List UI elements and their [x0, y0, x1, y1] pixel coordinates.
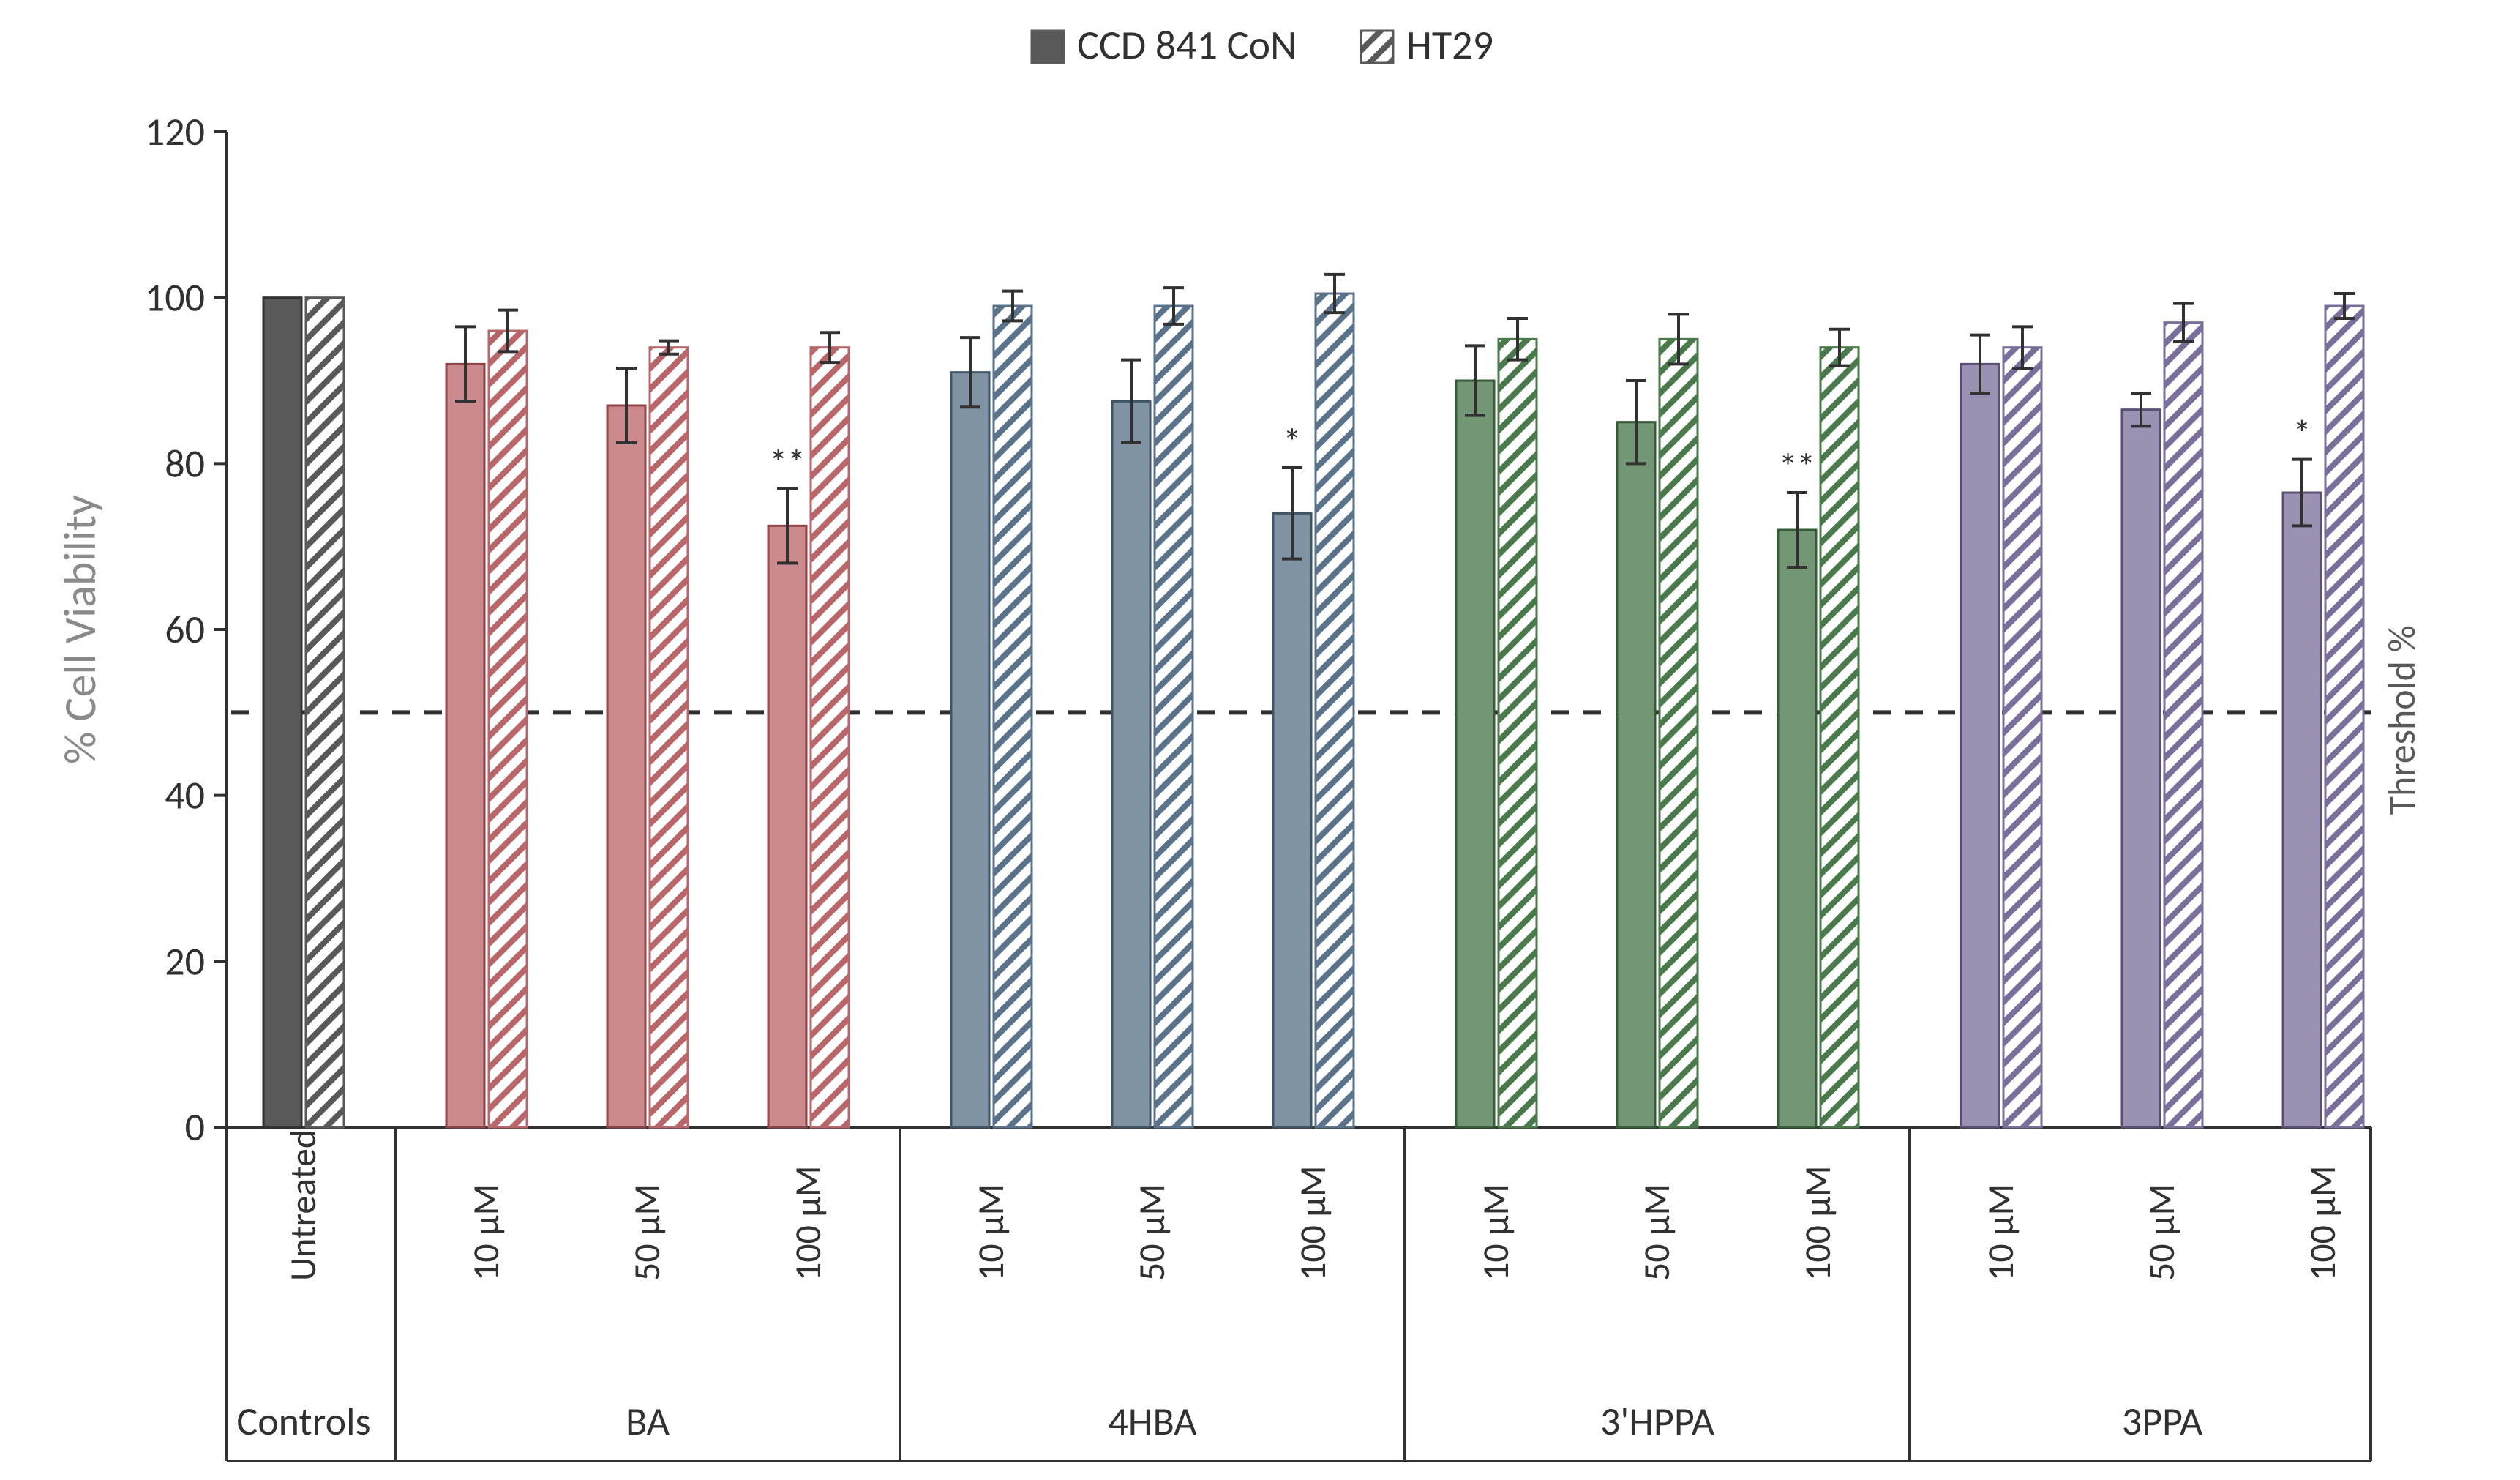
dose-label: 10 µM [969, 1184, 1013, 1281]
bar-ccd [1112, 401, 1150, 1127]
bar-ht29 [1316, 294, 1354, 1127]
bar-ccd [1961, 364, 1999, 1127]
bar-ccd [2283, 493, 2321, 1127]
threshold-label: Threshold % [2378, 625, 2425, 815]
legend-swatch [1361, 31, 1393, 63]
bar-ht29 [2164, 323, 2202, 1127]
y-tick-label: 0 [185, 1103, 205, 1151]
y-tick-label: 120 [145, 108, 205, 156]
dose-label: 50 µM [2140, 1184, 2184, 1281]
bar-ccd [1273, 513, 1311, 1127]
y-tick-label: 80 [165, 439, 205, 487]
group-label: BA [626, 1397, 670, 1446]
significance-marker: ** [769, 441, 806, 485]
bar-ht29 [994, 306, 1032, 1127]
dose-label: 100 µM [1291, 1165, 1335, 1281]
dose-label: 10 µM [1979, 1184, 2023, 1281]
y-tick-label: 20 [165, 937, 205, 985]
bar-ht29 [1660, 339, 1698, 1127]
bar-ht29 [1820, 348, 1859, 1127]
legend-label: CCD 841 CoN [1077, 20, 1297, 70]
dose-label: 50 µM [1635, 1184, 1679, 1281]
bar-ht29 [1499, 339, 1537, 1127]
significance-marker: * [1283, 420, 1302, 465]
bar-ccd [768, 526, 806, 1127]
y-tick-label: 100 [145, 274, 205, 322]
legend-label: HT29 [1406, 20, 1493, 70]
bar-ht29 [811, 348, 849, 1127]
legend-swatch [1032, 31, 1064, 63]
bar-ccd [1456, 381, 1494, 1127]
dose-label: 10 µM [464, 1184, 509, 1281]
group-label: Controls [236, 1397, 370, 1446]
dose-label: 10 µM [1474, 1184, 1518, 1281]
y-tick-label: 60 [165, 605, 205, 654]
significance-marker: * [2293, 412, 2311, 457]
dose-label: 100 µM [1796, 1165, 1840, 1281]
bar-ccd [446, 364, 484, 1127]
dose-label: 100 µM [786, 1165, 830, 1281]
y-axis-title: % Cell Viability [52, 495, 108, 764]
bar-ht29 [2325, 306, 2363, 1127]
bar-ht29 [306, 298, 344, 1127]
dose-label: 50 µM [1130, 1184, 1174, 1281]
dose-label: 50 µM [625, 1184, 670, 1281]
group-label: 3'HPPA [1600, 1397, 1715, 1446]
bar-ccd [607, 405, 645, 1127]
dose-label: Untreated [281, 1129, 326, 1281]
group-label: 4HBA [1108, 1397, 1197, 1446]
y-tick-label: 40 [165, 771, 205, 820]
bar-ccd [1617, 422, 1655, 1127]
dose-label: 100 µM [2300, 1165, 2345, 1281]
bar-ccd [1778, 530, 1816, 1127]
bar-ht29 [2003, 348, 2041, 1127]
bar-ccd [263, 298, 301, 1127]
bar-ht29 [489, 331, 527, 1127]
significance-marker: ** [1779, 445, 1815, 490]
cell-viability-chart: 0 20 40 60 80 100 120 % Cell Viability Threshold… [0, 0, 2520, 1480]
bar-ccd [2122, 410, 2160, 1127]
bar-ccd [951, 373, 989, 1127]
bar-ht29 [1155, 306, 1193, 1127]
bar-ht29 [650, 348, 688, 1127]
group-label: 3PPA [2122, 1397, 2203, 1446]
